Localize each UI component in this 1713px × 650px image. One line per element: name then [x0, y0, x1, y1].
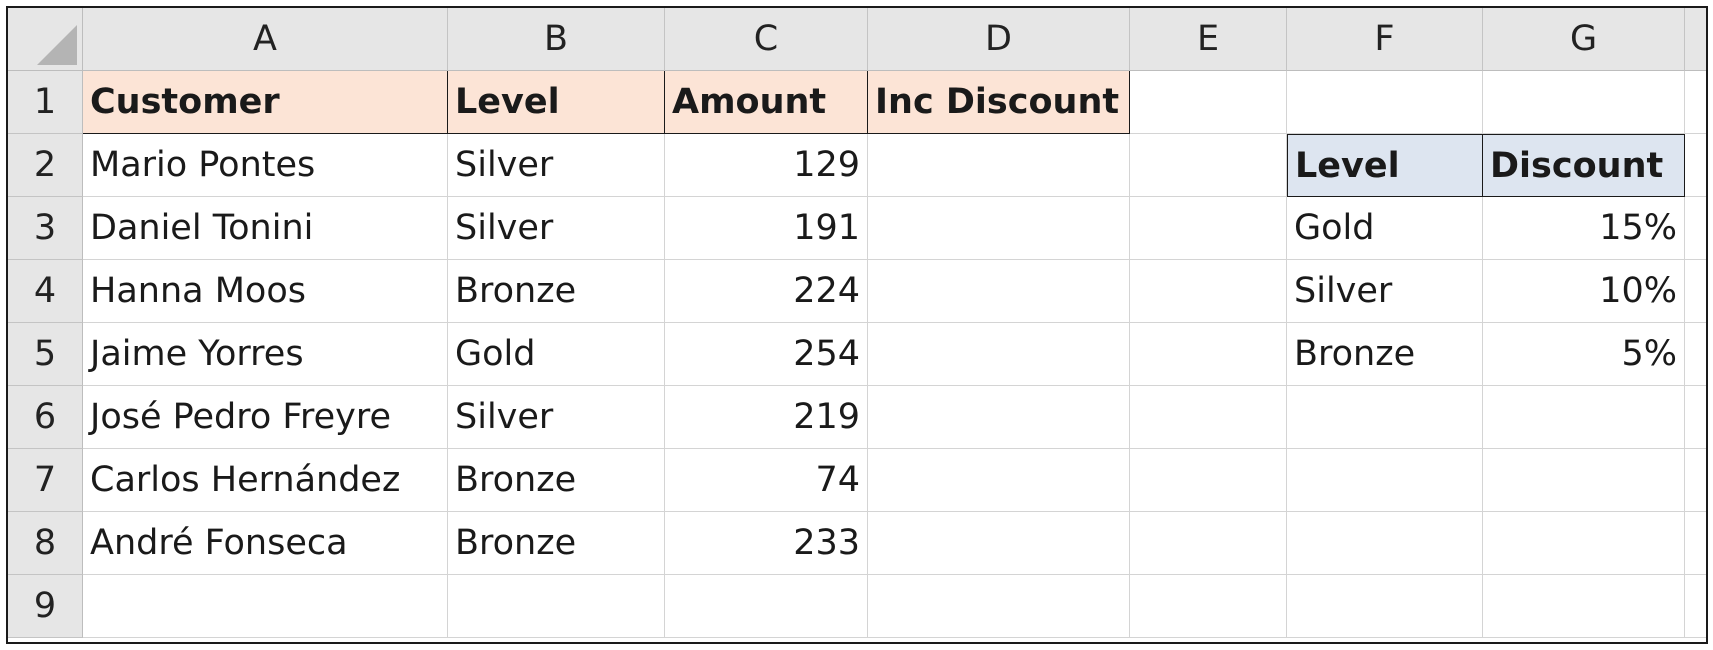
cell-f7[interactable]: [1287, 449, 1483, 512]
column-header-g[interactable]: G: [1483, 8, 1685, 71]
row-header-4[interactable]: 4: [8, 260, 83, 323]
cell-level[interactable]: Silver: [448, 134, 665, 197]
cell-e1[interactable]: [1130, 71, 1287, 134]
cell-e4[interactable]: [1130, 260, 1287, 323]
cell-amount[interactable]: 191: [665, 197, 868, 260]
row-header-7[interactable]: 7: [8, 449, 83, 512]
row-header-2[interactable]: 2: [8, 134, 83, 197]
column-header-partial[interactable]: [1685, 8, 1706, 71]
lookup-cell-level[interactable]: Silver: [1287, 260, 1483, 323]
lookup-header-discount[interactable]: Discount: [1483, 134, 1685, 197]
cell-c9[interactable]: [665, 575, 868, 638]
column-header-d[interactable]: D: [868, 8, 1130, 71]
row-header-8[interactable]: 8: [8, 512, 83, 575]
lookup-header-level[interactable]: Level: [1287, 134, 1483, 197]
cell-partial-8[interactable]: [1685, 512, 1706, 575]
lookup-cell-discount[interactable]: 15%: [1483, 197, 1685, 260]
cell-a9[interactable]: [83, 575, 448, 638]
column-header-c[interactable]: C: [665, 8, 868, 71]
cell-partial-7[interactable]: [1685, 449, 1706, 512]
cell-g1[interactable]: [1483, 71, 1685, 134]
cell-f1[interactable]: [1287, 71, 1483, 134]
cell-partial-5[interactable]: [1685, 323, 1706, 386]
header-customer[interactable]: Customer: [83, 71, 448, 134]
cell-partial-2[interactable]: [1685, 134, 1706, 197]
column-header-a[interactable]: A: [83, 8, 448, 71]
row-header-5[interactable]: 5: [8, 323, 83, 386]
lookup-cell-discount[interactable]: 10%: [1483, 260, 1685, 323]
cell-inc-discount[interactable]: [868, 512, 1130, 575]
cell-level[interactable]: Bronze: [448, 449, 665, 512]
cell-amount[interactable]: 219: [665, 386, 868, 449]
cell-customer[interactable]: Jaime Yorres: [83, 323, 448, 386]
select-all-corner[interactable]: [8, 8, 83, 71]
cell-g6[interactable]: [1483, 386, 1685, 449]
cell-level[interactable]: Bronze: [448, 260, 665, 323]
cell-f6[interactable]: [1287, 386, 1483, 449]
row-header-6[interactable]: 6: [8, 386, 83, 449]
cell-e8[interactable]: [1130, 512, 1287, 575]
row-header-9[interactable]: 9: [8, 575, 83, 638]
cell-e9[interactable]: [1130, 575, 1287, 638]
cell-inc-discount[interactable]: [868, 134, 1130, 197]
cell-inc-discount[interactable]: [868, 197, 1130, 260]
cell-customer[interactable]: Hanna Moos: [83, 260, 448, 323]
cell-partial-4[interactable]: [1685, 260, 1706, 323]
cell-level[interactable]: Silver: [448, 386, 665, 449]
cell-amount[interactable]: 74: [665, 449, 868, 512]
cell-amount[interactable]: 254: [665, 323, 868, 386]
cell-amount[interactable]: 129: [665, 134, 868, 197]
lookup-cell-discount[interactable]: 5%: [1483, 323, 1685, 386]
header-inc-discount[interactable]: Inc Discount: [868, 71, 1130, 134]
column-header-f[interactable]: F: [1287, 8, 1483, 71]
cell-partial-6[interactable]: [1685, 386, 1706, 449]
header-amount[interactable]: Amount: [665, 71, 868, 134]
cell-inc-discount[interactable]: [868, 260, 1130, 323]
cell-partial-9[interactable]: [1685, 575, 1706, 638]
cell-f8[interactable]: [1287, 512, 1483, 575]
cell-inc-discount[interactable]: [868, 323, 1130, 386]
cell-customer[interactable]: Mario Pontes: [83, 134, 448, 197]
cell-f9[interactable]: [1287, 575, 1483, 638]
column-header-e[interactable]: E: [1130, 8, 1287, 71]
cell-level[interactable]: Gold: [448, 323, 665, 386]
cell-customer[interactable]: André Fonseca: [83, 512, 448, 575]
cell-d9[interactable]: [868, 575, 1130, 638]
cell-b9[interactable]: [448, 575, 665, 638]
select-all-icon: [37, 25, 77, 65]
cell-e7[interactable]: [1130, 449, 1287, 512]
cell-e3[interactable]: [1130, 197, 1287, 260]
cell-amount[interactable]: 224: [665, 260, 868, 323]
row-header-3[interactable]: 3: [8, 197, 83, 260]
cell-grid: A B C D E F G 1 Customer Level Amount In…: [8, 8, 1706, 638]
lookup-cell-level[interactable]: Bronze: [1287, 323, 1483, 386]
cell-level[interactable]: Silver: [448, 197, 665, 260]
row-header-1[interactable]: 1: [8, 71, 83, 134]
cell-customer[interactable]: Carlos Hernández: [83, 449, 448, 512]
cell-e6[interactable]: [1130, 386, 1287, 449]
cell-inc-discount[interactable]: [868, 449, 1130, 512]
spreadsheet: A B C D E F G 1 Customer Level Amount In…: [6, 6, 1708, 644]
cell-inc-discount[interactable]: [868, 386, 1130, 449]
cell-level[interactable]: Bronze: [448, 512, 665, 575]
header-level[interactable]: Level: [448, 71, 665, 134]
cell-g8[interactable]: [1483, 512, 1685, 575]
cell-customer[interactable]: José Pedro Freyre: [83, 386, 448, 449]
cell-customer[interactable]: Daniel Tonini: [83, 197, 448, 260]
column-header-b[interactable]: B: [448, 8, 665, 71]
cell-g7[interactable]: [1483, 449, 1685, 512]
cell-e5[interactable]: [1130, 323, 1287, 386]
lookup-cell-level[interactable]: Gold: [1287, 197, 1483, 260]
cell-partial-3[interactable]: [1685, 197, 1706, 260]
cell-g9[interactable]: [1483, 575, 1685, 638]
cell-partial-1[interactable]: [1685, 71, 1706, 134]
cell-e2[interactable]: [1130, 134, 1287, 197]
cell-amount[interactable]: 233: [665, 512, 868, 575]
